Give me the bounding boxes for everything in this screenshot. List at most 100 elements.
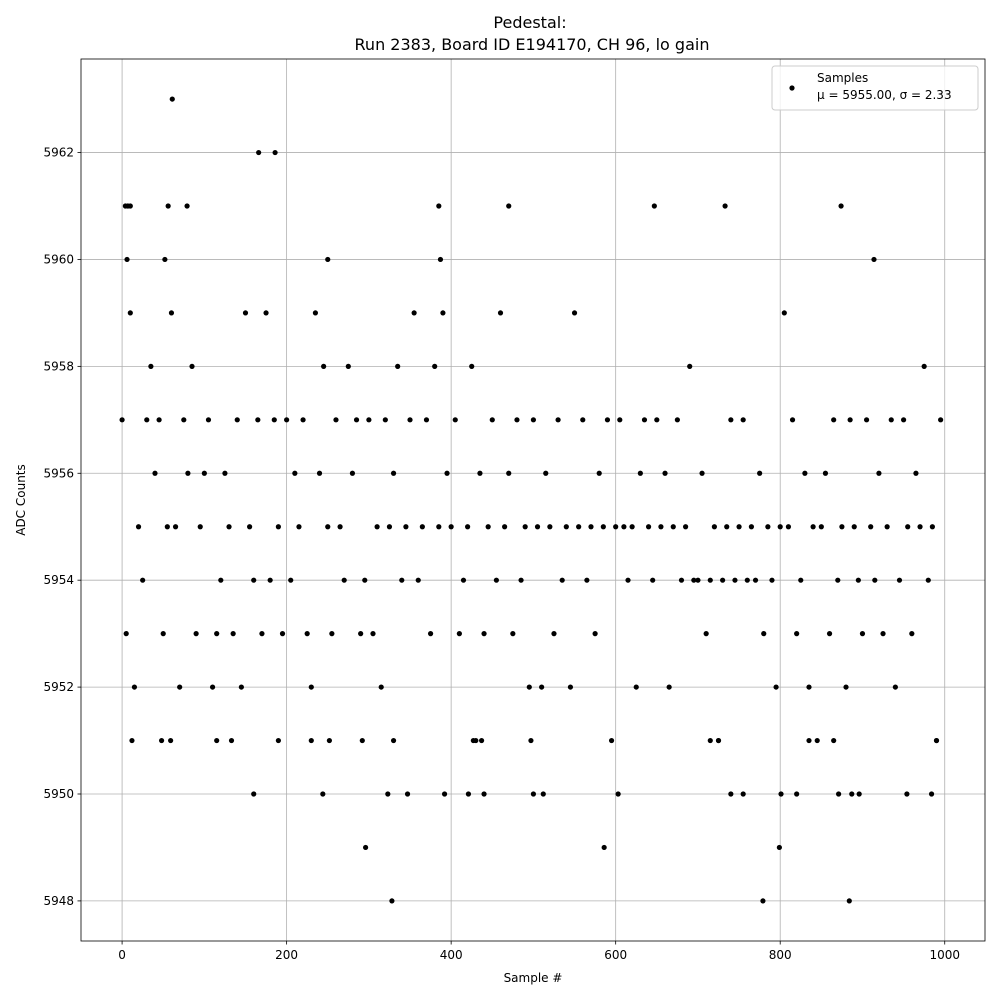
data-point	[448, 524, 454, 530]
data-point	[651, 203, 657, 209]
data-point	[129, 737, 135, 744]
data-point	[359, 737, 365, 744]
data-point	[423, 417, 430, 423]
data-point	[633, 684, 639, 690]
data-point	[162, 256, 168, 263]
data-point	[933, 737, 940, 744]
data-point	[184, 203, 190, 209]
data-point	[588, 524, 594, 530]
data-point	[288, 577, 294, 583]
data-point	[892, 684, 898, 690]
data-point	[419, 524, 425, 530]
data-point	[678, 577, 685, 583]
data-point	[234, 417, 240, 423]
data-point	[785, 524, 792, 530]
data-point	[691, 577, 697, 583]
data-point	[592, 631, 598, 637]
data-point	[321, 363, 327, 369]
data-point	[506, 203, 512, 209]
data-point	[230, 631, 236, 637]
data-point	[658, 524, 664, 530]
data-point	[316, 470, 323, 476]
data-point	[555, 417, 561, 423]
data-point	[896, 577, 903, 583]
x-tick-label: 0	[118, 948, 126, 962]
data-point	[358, 631, 364, 637]
data-point	[251, 791, 257, 797]
data-point	[748, 524, 755, 530]
data-point	[325, 524, 331, 530]
data-point	[543, 470, 549, 476]
data-point	[177, 684, 183, 690]
y-tick-label: 5950	[43, 787, 74, 801]
data-point	[580, 417, 586, 423]
data-point	[794, 791, 800, 797]
data-point	[567, 684, 574, 690]
data-point	[773, 684, 779, 690]
data-point	[242, 310, 249, 316]
data-point	[695, 577, 701, 583]
data-point	[502, 524, 508, 530]
data-point	[168, 737, 174, 744]
data-point	[720, 577, 726, 583]
data-point	[798, 577, 804, 583]
data-point	[849, 791, 855, 797]
x-tick-label: 800	[769, 948, 792, 962]
data-point	[255, 417, 261, 423]
data-point	[349, 470, 356, 476]
data-point	[776, 844, 782, 851]
data-point	[703, 631, 709, 637]
chart-title: Pedestal:	[493, 13, 566, 32]
data-point	[362, 844, 369, 851]
data-point	[831, 737, 837, 744]
data-point	[868, 524, 874, 530]
data-point	[165, 203, 171, 209]
data-point	[124, 256, 130, 263]
data-point	[526, 684, 532, 690]
data-point	[160, 631, 166, 637]
plot-frame	[80, 58, 986, 942]
data-point	[140, 577, 146, 583]
data-point	[440, 310, 446, 316]
data-point	[436, 524, 442, 530]
data-point	[164, 524, 170, 530]
data-point	[613, 524, 619, 530]
data-point	[576, 524, 582, 530]
data-point	[247, 524, 253, 530]
data-point	[337, 524, 343, 530]
data-point	[584, 577, 590, 583]
data-point	[209, 684, 216, 690]
data-point	[904, 791, 910, 797]
data-point	[608, 737, 615, 744]
data-point	[404, 791, 411, 797]
data-point	[645, 524, 652, 530]
data-point	[168, 310, 175, 316]
data-point	[465, 524, 471, 530]
data-point	[856, 791, 862, 797]
data-point	[158, 737, 165, 744]
data-point	[127, 310, 133, 316]
data-point	[925, 577, 931, 583]
data-point	[411, 310, 417, 316]
data-point	[814, 737, 820, 744]
data-point	[275, 737, 281, 744]
data-point	[905, 524, 911, 530]
data-point	[838, 203, 844, 209]
data-point	[123, 631, 129, 637]
data-point	[806, 737, 812, 744]
data-point	[292, 470, 298, 476]
data-point	[374, 524, 380, 530]
data-point	[427, 631, 434, 637]
data-point	[226, 524, 232, 530]
data-point	[506, 470, 512, 476]
data-point	[662, 470, 668, 476]
data-point	[736, 524, 742, 530]
data-point	[385, 791, 391, 797]
data-point	[604, 417, 611, 423]
data-point	[510, 631, 516, 637]
data-point	[822, 470, 829, 476]
data-point	[765, 524, 771, 530]
data-point	[715, 737, 722, 744]
data-point	[843, 684, 849, 690]
